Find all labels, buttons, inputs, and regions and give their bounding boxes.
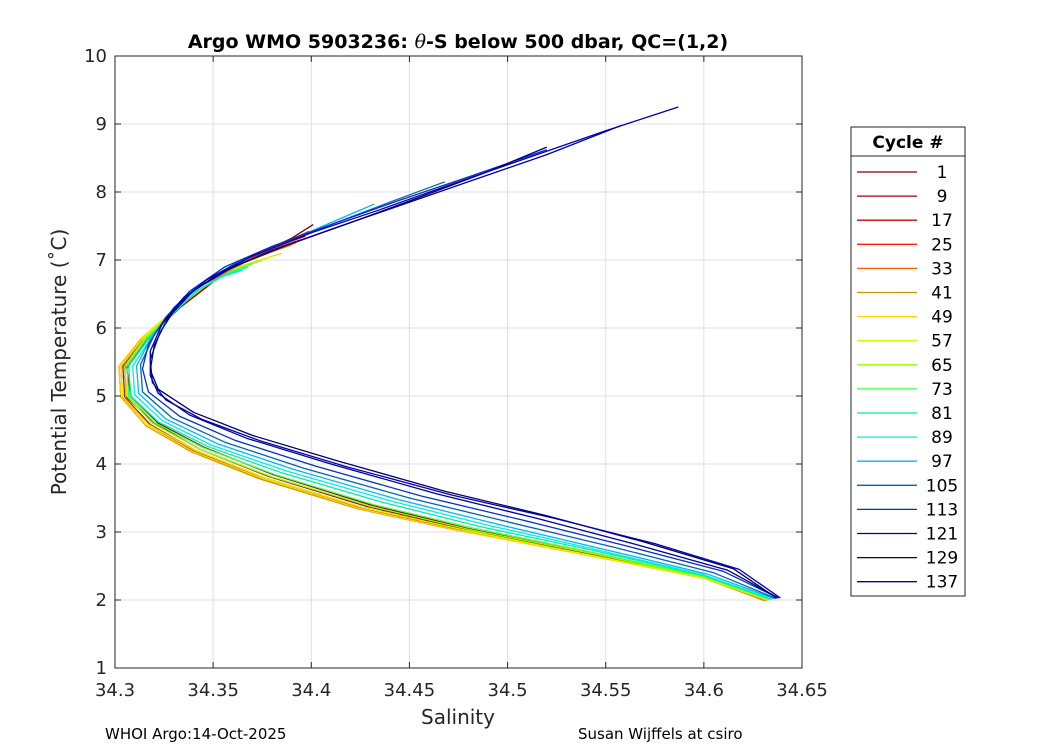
footer-left-credit: WHOI Argo:14-Oct-2025 <box>105 725 287 743</box>
legend-label: 41 <box>931 284 953 304</box>
chart-title-theta: θ <box>415 31 427 53</box>
y-tick-label: 10 <box>84 46 107 67</box>
legend-label: 73 <box>931 380 953 400</box>
legend-label: 105 <box>926 476 958 496</box>
series-line <box>149 106 781 599</box>
y-tick-label: 5 <box>96 386 107 407</box>
series-group <box>118 106 781 602</box>
legend-label: 33 <box>931 259 953 279</box>
y-tick-label: 3 <box>96 522 107 543</box>
legend-label: 49 <box>931 308 953 328</box>
y-tick-label: 7 <box>96 250 107 271</box>
legend-box <box>850 126 966 597</box>
legend-label: 9 <box>937 187 948 207</box>
x-tick-label: 34.4 <box>291 680 331 701</box>
x-tick-label: 34.5 <box>488 680 528 701</box>
x-tick-label: 34.3 <box>95 680 135 701</box>
legend-label: 57 <box>931 332 953 352</box>
chart-title: Argo WMO 5903236: θ-S below 500 dbar, QC… <box>188 31 728 53</box>
y-tick-label: 2 <box>96 590 107 611</box>
y-tick-label: 8 <box>96 182 107 203</box>
legend-entries: 1 9 17 25 33 41 49 57 65 73 81 89 97 105 113 121 129 137 <box>857 163 958 593</box>
legend-title: Cycle # <box>872 133 943 153</box>
legend-label: 129 <box>926 549 958 569</box>
y-axis-label: Potential Temperature (˚C) <box>47 229 71 496</box>
chart-title-part1: Argo WMO 5903236: <box>188 31 415 53</box>
legend-label: 121 <box>926 525 958 545</box>
x-axis-label: Salinity <box>421 705 495 729</box>
y-tick-label: 9 <box>96 114 107 135</box>
legend-label: 81 <box>931 404 953 424</box>
legend-label: 97 <box>931 452 953 472</box>
x-tick-label: 34.65 <box>776 680 828 701</box>
x-tick-label: 34.55 <box>580 680 632 701</box>
legend-label: 1 <box>937 163 948 183</box>
legend-label: 25 <box>931 235 953 255</box>
y-tick-label: 1 <box>96 658 107 679</box>
plot-frame <box>114 55 803 669</box>
legend: Cycle # 1 9 17 25 33 41 49 57 65 73 81 89 97 105 113 12… <box>850 126 966 597</box>
x-tick-label: 34.35 <box>187 680 239 701</box>
legend-label: 65 <box>931 356 953 376</box>
footer-right-credit: Susan Wijffels at csiro <box>578 725 743 743</box>
legend-label: 89 <box>931 428 953 448</box>
y-tick-label: 4 <box>96 454 107 475</box>
legend-label: 17 <box>931 211 953 231</box>
y-tick-label: 6 <box>96 318 107 339</box>
chart-title-part2: -S below 500 dbar, QC=(1,2) <box>426 31 728 53</box>
x-tick-label: 34.45 <box>384 680 436 701</box>
legend-label: 113 <box>926 500 958 520</box>
legend-label: 137 <box>926 573 958 593</box>
series-line <box>141 149 779 599</box>
x-tick-label: 34.6 <box>684 680 724 701</box>
series-line <box>149 146 777 599</box>
ticks: 34.3 34.35 34.4 34.45 34.5 34.55 34.6 34.65 1 2 3 4… <box>84 46 828 701</box>
series-line <box>132 269 773 600</box>
